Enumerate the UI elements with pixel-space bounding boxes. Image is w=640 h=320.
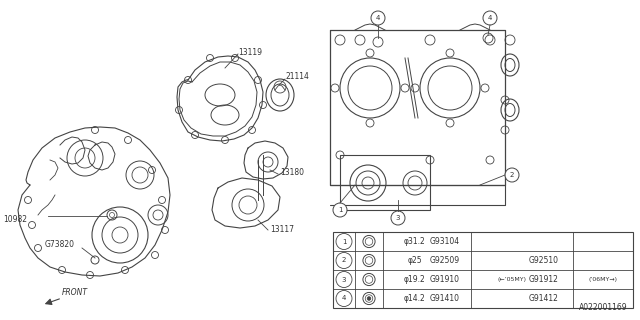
Text: G91412: G91412 xyxy=(529,294,559,303)
Circle shape xyxy=(371,11,385,25)
Text: G93104: G93104 xyxy=(430,237,460,246)
Text: 2: 2 xyxy=(342,258,346,263)
Text: 3: 3 xyxy=(342,276,346,283)
Text: 13119: 13119 xyxy=(238,48,262,57)
Text: 1: 1 xyxy=(338,207,342,213)
Circle shape xyxy=(391,211,405,225)
Text: G91410: G91410 xyxy=(430,294,460,303)
Text: G91912: G91912 xyxy=(529,275,559,284)
Text: 4: 4 xyxy=(488,15,492,21)
Text: 4: 4 xyxy=(376,15,380,21)
Text: G91910: G91910 xyxy=(430,275,460,284)
Text: 2: 2 xyxy=(510,172,514,178)
Circle shape xyxy=(333,203,347,217)
Text: φ31.2: φ31.2 xyxy=(404,237,426,246)
Circle shape xyxy=(483,11,497,25)
Circle shape xyxy=(336,252,352,268)
Circle shape xyxy=(336,234,352,250)
Text: (’06MY→): (’06MY→) xyxy=(589,277,618,282)
Text: φ25: φ25 xyxy=(408,256,422,265)
Text: G92510: G92510 xyxy=(529,256,559,265)
Circle shape xyxy=(336,291,352,307)
Circle shape xyxy=(505,168,519,182)
Text: A022001169: A022001169 xyxy=(579,303,628,312)
Text: 1: 1 xyxy=(342,238,346,244)
Text: 13180: 13180 xyxy=(280,168,304,177)
Bar xyxy=(333,232,633,308)
Text: φ14.2: φ14.2 xyxy=(404,294,426,303)
Text: G73820: G73820 xyxy=(45,240,75,249)
Circle shape xyxy=(336,271,352,287)
Text: G92509: G92509 xyxy=(430,256,460,265)
Text: 21114: 21114 xyxy=(285,72,309,81)
Circle shape xyxy=(367,297,371,300)
Text: 3: 3 xyxy=(396,215,400,221)
Text: 10982: 10982 xyxy=(3,215,27,224)
Text: φ19.2: φ19.2 xyxy=(404,275,426,284)
Bar xyxy=(340,155,430,210)
Text: (←’05MY): (←’05MY) xyxy=(497,277,527,282)
Text: FRONT: FRONT xyxy=(62,288,88,297)
Text: 13117: 13117 xyxy=(270,225,294,234)
Text: 4: 4 xyxy=(342,295,346,301)
